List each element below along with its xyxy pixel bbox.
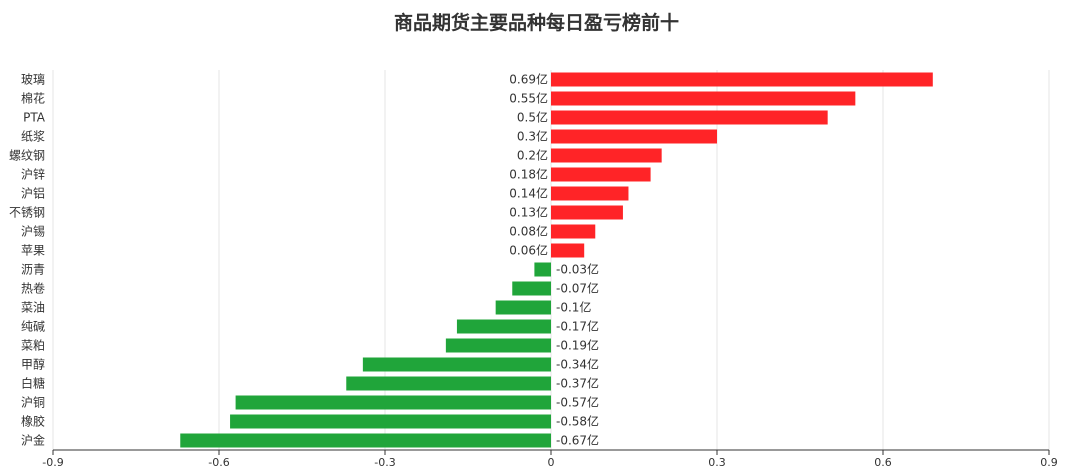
bar-7 xyxy=(551,205,623,220)
category-label: 菜油 xyxy=(21,301,45,315)
value-label: 0.69亿 xyxy=(509,72,548,87)
bar-15 xyxy=(362,357,551,372)
category-label: PTA xyxy=(23,111,46,125)
category-label: 玻璃 xyxy=(21,73,45,87)
value-label: 0.2亿 xyxy=(517,148,548,163)
value-label: -0.07亿 xyxy=(556,281,599,296)
value-label: -0.19亿 xyxy=(556,338,599,353)
bar-14 xyxy=(445,338,551,353)
category-label: 菜粕 xyxy=(21,338,45,353)
value-label: -0.58亿 xyxy=(556,414,599,429)
bar-10 xyxy=(534,262,551,277)
bar-1 xyxy=(551,91,856,106)
x-tick-label: 0.3 xyxy=(708,456,726,469)
x-axis: -0.9 -0.6 -0.3 0 0.3 0.6 0.9 xyxy=(42,449,1058,469)
value-label: 0.5亿 xyxy=(517,110,548,125)
bar-3 xyxy=(551,129,717,144)
value-labels: 0.69亿 0.55亿 0.5亿 0.3亿 0.2亿 0.18亿 0.14亿 0.13亿 0.0… xyxy=(509,72,599,448)
x-tick-label: 0 xyxy=(548,456,555,469)
value-label: 0.55亿 xyxy=(509,91,548,106)
category-label: 纯碱 xyxy=(21,320,45,334)
x-tick-label: 0.9 xyxy=(1040,456,1058,469)
category-label: 沪锌 xyxy=(21,168,45,182)
category-label: 沪铝 xyxy=(21,186,45,201)
category-label: 不锈钢 xyxy=(9,206,45,220)
bar-6 xyxy=(551,186,629,201)
category-label: 沪金 xyxy=(21,433,45,448)
bar-5 xyxy=(551,167,651,182)
bar-18 xyxy=(230,414,552,429)
category-label: 沪铜 xyxy=(21,395,45,410)
category-label: 纸浆 xyxy=(21,129,45,144)
value-label: -0.03亿 xyxy=(556,262,599,277)
bar-19 xyxy=(180,433,551,448)
bar-16 xyxy=(346,376,551,391)
bar-17 xyxy=(235,395,551,410)
value-label: -0.1亿 xyxy=(556,300,591,315)
value-label: 0.3亿 xyxy=(517,129,548,144)
bar-11 xyxy=(512,281,551,296)
bar-9 xyxy=(551,243,585,258)
category-label: 热卷 xyxy=(21,281,45,296)
x-tick-label: -0.9 xyxy=(42,456,63,469)
category-label: 苹果 xyxy=(21,244,45,258)
category-label: 橡胶 xyxy=(21,414,45,429)
value-label: -0.57亿 xyxy=(556,395,599,410)
x-tick-label: -0.6 xyxy=(208,456,229,469)
bar-4 xyxy=(551,148,662,163)
value-label: 0.14亿 xyxy=(509,186,548,201)
category-label: 白糖 xyxy=(21,376,45,391)
category-label: 沪锡 xyxy=(21,224,45,239)
bar-8 xyxy=(551,224,596,239)
value-label: -0.67亿 xyxy=(556,433,599,448)
x-tick-label: -0.3 xyxy=(374,456,395,469)
bar-2 xyxy=(551,110,828,125)
category-label: 沥青 xyxy=(21,263,45,277)
bar-13 xyxy=(456,319,551,334)
x-tick-label: 0.6 xyxy=(874,456,892,469)
bars xyxy=(180,72,933,448)
grid-lines xyxy=(52,70,1050,450)
category-label: 甲醇 xyxy=(21,357,45,372)
bar-12 xyxy=(495,300,551,315)
chart-title: 商品期货主要品种每日盈亏榜前十 xyxy=(393,12,679,34)
value-label: 0.18亿 xyxy=(509,167,548,182)
category-label: 螺纹钢 xyxy=(9,149,45,163)
category-label: 棉花 xyxy=(21,91,45,106)
bar-0 xyxy=(551,72,933,87)
value-label: -0.17亿 xyxy=(556,319,599,334)
value-label: -0.34亿 xyxy=(556,357,599,372)
value-label: 0.08亿 xyxy=(509,224,548,239)
value-label: -0.37亿 xyxy=(556,376,599,391)
value-label: 0.06亿 xyxy=(509,243,548,258)
value-label: 0.13亿 xyxy=(509,205,548,220)
